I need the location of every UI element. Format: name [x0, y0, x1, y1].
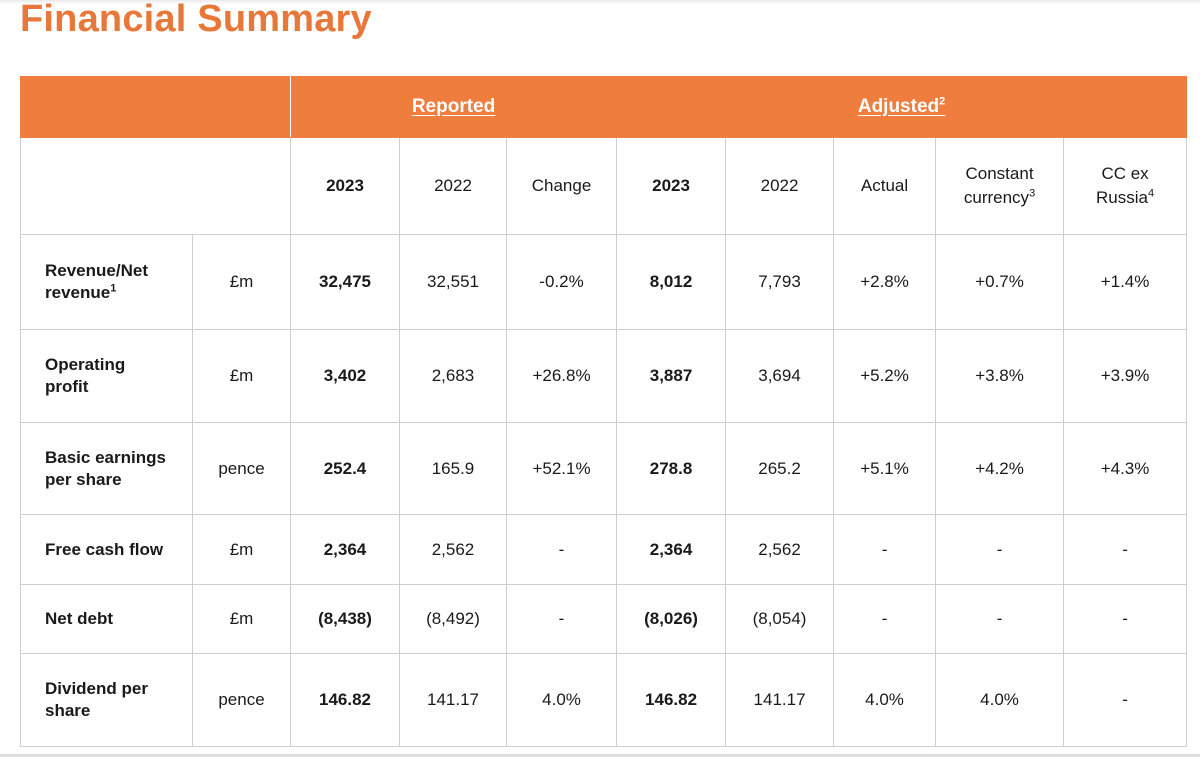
constant-currency-cell: +0.7%: [935, 234, 1065, 330]
unit-cell: £m: [192, 584, 291, 654]
bottom-divider: [0, 754, 1200, 757]
reported-2023-cell: 32,475: [290, 234, 400, 330]
page-title: Financial Summary: [20, 0, 372, 40]
adjusted-2022-cell: 2,562: [725, 514, 835, 585]
adjusted-label: Adjusted2: [857, 95, 946, 117]
adjusted-2023-cell: 8,012: [616, 234, 727, 330]
constant-currency-cell: 4.0%: [935, 653, 1065, 747]
col-header-actual: Actual: [833, 137, 937, 235]
reported-2023-cell: (8,438): [290, 584, 400, 654]
adjusted-2023-cell: 3,887: [616, 329, 727, 423]
adjusted-2023-cell: 2,364: [616, 514, 727, 585]
actual-change-cell: +5.1%: [833, 422, 937, 515]
col-header-reported-2023: 2023: [290, 137, 400, 235]
reported-group-header: Reported: [289, 76, 618, 138]
adjusted-2023-cell: 278.8: [616, 422, 727, 515]
reported-change-cell: -0.2%: [505, 234, 618, 330]
col-header-reported-change: Change: [505, 137, 618, 235]
reported-change-cell: 4.0%: [505, 653, 618, 747]
metric-label: Net debt: [20, 584, 193, 654]
reported-2023-cell: 3,402: [290, 329, 400, 423]
adjusted-footnote-ref: 2: [939, 95, 946, 108]
cc-ex-russia-cell: -: [1063, 653, 1188, 747]
table-row: Operating profit £m 3,402 2,683 +26.8% 3,…: [20, 329, 1188, 423]
adjusted-2022-cell: 141.17: [725, 653, 835, 747]
cc-ex-russia-cell: +4.3%: [1063, 422, 1188, 515]
constant-currency-cell: +3.8%: [935, 329, 1065, 423]
unit-cell: pence: [192, 653, 291, 747]
actual-change-cell: +2.8%: [833, 234, 937, 330]
reported-label: Reported: [411, 96, 496, 117]
adjusted-2022-cell: 3,694: [725, 329, 835, 423]
unit-cell: £m: [192, 514, 291, 585]
metric-label: Operating profit: [20, 329, 193, 423]
actual-change-cell: -: [833, 514, 937, 585]
table-row: Revenue/Net revenue1 £m 32,475 32,551 -0.…: [20, 234, 1188, 330]
reported-change-cell: -: [505, 514, 618, 585]
actual-change-cell: -: [833, 584, 937, 654]
reported-2023-cell: 2,364: [290, 514, 400, 585]
constant-currency-cell: -: [935, 514, 1065, 585]
group-header-row: Reported Adjusted2: [20, 76, 1188, 138]
reported-2022-cell: (8,492): [399, 584, 507, 654]
table-row: Free cash flow £m 2,364 2,562 - 2,364 2,…: [20, 514, 1188, 585]
cc-ex-russia-cell: -: [1063, 584, 1188, 654]
group-header-corner: [20, 76, 291, 138]
reported-2022-cell: 141.17: [399, 653, 507, 747]
adjusted-2023-cell: 146.82: [616, 653, 727, 747]
col-header-cc-ex-russia: CC ex Russia4: [1063, 137, 1188, 235]
reported-change-cell: -: [505, 584, 618, 654]
unit-cell: £m: [192, 234, 291, 330]
table-row: Net debt £m (8,438) (8,492) - (8,026) (8…: [20, 584, 1188, 654]
col-header-adjusted-2022: 2022: [725, 137, 835, 235]
column-header-row: 2023 2022 Change 2023 2022 Actual Consta…: [20, 137, 1188, 235]
adjusted-2022-cell: 7,793: [725, 234, 835, 330]
adjusted-2023-cell: (8,026): [616, 584, 727, 654]
adjusted-2022-cell: (8,054): [725, 584, 835, 654]
table-row: Basic earnings per share pence 252.4 165.…: [20, 422, 1188, 515]
adjusted-2022-cell: 265.2: [725, 422, 835, 515]
reported-2022-cell: 165.9: [399, 422, 507, 515]
reported-2022-cell: 2,562: [399, 514, 507, 585]
column-header-corner: [20, 137, 291, 235]
cc-ex-russia-cell: -: [1063, 514, 1188, 585]
actual-change-cell: +5.2%: [833, 329, 937, 423]
metric-label: Dividend per share: [20, 653, 193, 747]
reported-change-cell: +52.1%: [505, 422, 618, 515]
cc-ex-russia-cell: +1.4%: [1063, 234, 1188, 330]
metric-footnote-ref: 1: [110, 282, 117, 295]
adjusted-group-header: Adjusted2: [616, 76, 1188, 138]
reported-2023-cell: 146.82: [290, 653, 400, 747]
reported-2023-cell: 252.4: [290, 422, 400, 515]
cc-ex-russia-cell: +3.9%: [1063, 329, 1188, 423]
constant-currency-cell: +4.2%: [935, 422, 1065, 515]
actual-change-cell: 4.0%: [833, 653, 937, 747]
unit-cell: £m: [192, 329, 291, 423]
reported-2022-cell: 2,683: [399, 329, 507, 423]
reported-2022-cell: 32,551: [399, 234, 507, 330]
col-header-reported-2022: 2022: [399, 137, 507, 235]
reported-change-cell: +26.8%: [505, 329, 618, 423]
table-row: Dividend per share pence 146.82 141.17 4.…: [20, 653, 1188, 747]
constant-currency-cell: -: [935, 584, 1065, 654]
metric-label: Free cash flow: [20, 514, 193, 585]
col-header-constant-currency: Constant currency3: [935, 137, 1065, 235]
top-divider: [0, 0, 1200, 4]
metric-label: Basic earnings per share: [20, 422, 193, 515]
ccx-footnote-ref: 4: [1147, 187, 1155, 200]
metric-label: Revenue/Net revenue1: [20, 234, 193, 330]
financial-summary-table: Reported Adjusted2 2023 2022 Change 2023…: [20, 76, 1188, 747]
cc-footnote-ref: 3: [1029, 187, 1036, 200]
unit-cell: pence: [192, 422, 291, 515]
col-header-adjusted-2023: 2023: [616, 137, 727, 235]
